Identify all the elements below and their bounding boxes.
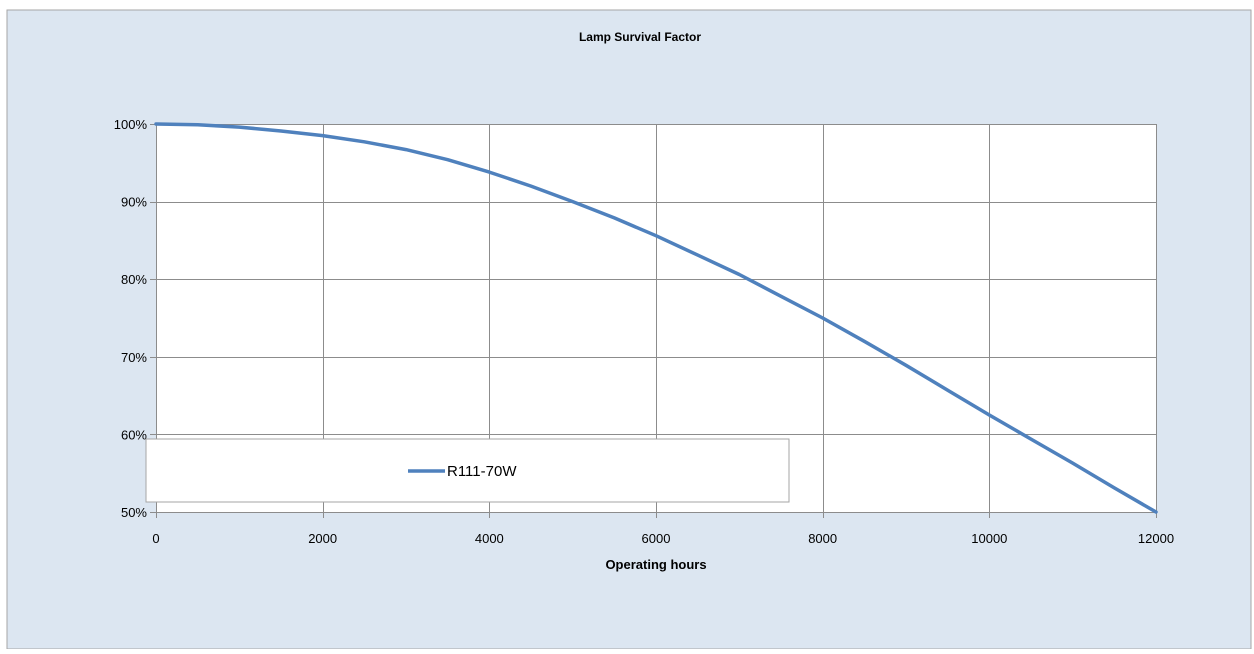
- x-tick-label: 8000: [808, 531, 837, 546]
- x-tick-label: 0: [152, 531, 159, 546]
- y-tick-label: 60%: [121, 427, 147, 442]
- x-axis-ticks: 0 2000 4000 6000 8000 10000 12000: [152, 531, 1174, 546]
- y-tick-label: 80%: [121, 272, 147, 287]
- x-tick-label: 12000: [1138, 531, 1174, 546]
- series-layer: [154, 122, 1158, 514]
- series-line: [154, 122, 1158, 514]
- legend-box: [145, 438, 790, 503]
- y-tick-label: 90%: [121, 195, 147, 210]
- y-tick-label: 70%: [121, 350, 147, 365]
- y-axis-ticks: 50% 60% 70% 80% 90% 100%: [114, 117, 148, 520]
- x-tick-label: 2000: [308, 531, 337, 546]
- x-tick-label: 6000: [642, 531, 671, 546]
- y-tick-label: 50%: [121, 505, 147, 520]
- legend: R111-70W: [145, 438, 790, 503]
- legend-label: R111-70W: [447, 463, 517, 480]
- chart-title: Lamp Survival Factor: [579, 30, 701, 44]
- x-tick-label: 10000: [971, 531, 1007, 546]
- y-tick-label: 100%: [114, 117, 148, 132]
- x-axis-title: Operating hours: [605, 557, 706, 572]
- x-tick-label: 4000: [475, 531, 504, 546]
